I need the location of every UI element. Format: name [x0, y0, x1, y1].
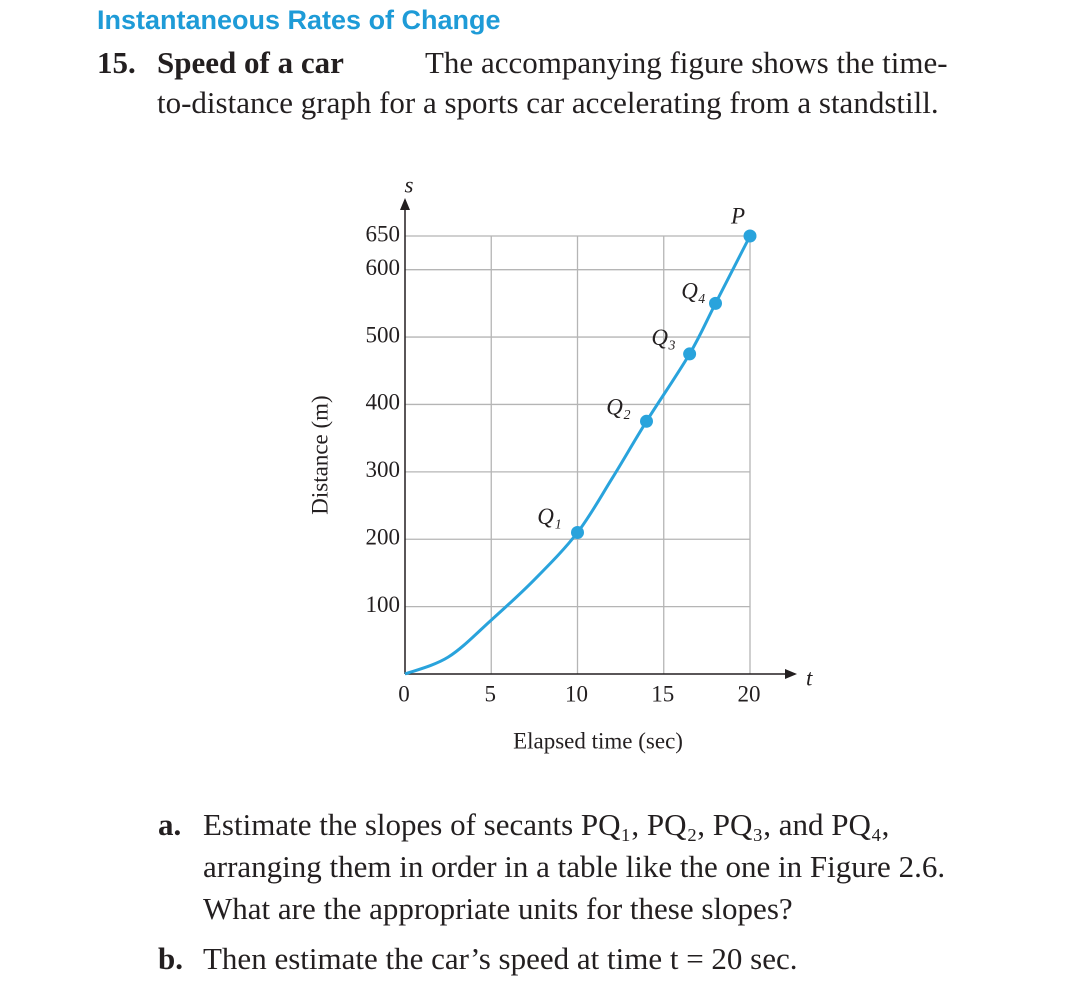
- point: [709, 296, 722, 310]
- point: [571, 525, 584, 539]
- x-tick-label: 20: [738, 681, 761, 706]
- point-label: Q₁: [537, 504, 562, 529]
- x-tick-label: 10: [565, 681, 588, 706]
- question-text: Then estimate the car’s speed at time t …: [203, 941, 798, 976]
- y-tick-label: 100: [366, 592, 401, 617]
- y-tick-label: 500: [366, 322, 401, 347]
- x-axis-arrow: [785, 669, 797, 679]
- question-text: arranging them in order in a table like …: [203, 849, 945, 884]
- y-axis-name: s: [405, 172, 414, 197]
- y-tick-label: 600: [366, 255, 401, 280]
- x-tick-label: 15: [651, 681, 674, 706]
- question-text: What are the appropriate units for these…: [203, 891, 793, 926]
- question-label: a.: [158, 807, 181, 842]
- section-title: Instantaneous Rates of Change: [97, 5, 501, 35]
- point-label: P: [730, 203, 745, 228]
- point: [743, 229, 757, 243]
- problem-title: Speed of a car: [157, 45, 344, 80]
- x-axis-label: Elapsed time (sec): [513, 728, 683, 753]
- point-label: Q₂: [606, 395, 631, 420]
- problem-text: to-distance graph for a sports car accel…: [157, 85, 939, 120]
- point: [683, 347, 697, 361]
- point-label: Q₄: [681, 279, 706, 304]
- y-tick-label: 650: [366, 221, 401, 246]
- y-tick-label: 200: [366, 525, 401, 550]
- question-label: b.: [158, 941, 183, 976]
- y-axis-label: Distance (m): [307, 395, 332, 514]
- curve: [404, 235, 752, 676]
- point-label: Q₃: [651, 325, 676, 350]
- y-tick-label: 400: [366, 390, 401, 415]
- question-text: Estimate the slopes of secants PQ₁, PQ₂,…: [203, 807, 889, 842]
- y-axis-arrow: [400, 198, 410, 210]
- point: [640, 414, 653, 428]
- problem-text: The accompanying figure shows the time-: [425, 45, 948, 80]
- x-tick-label: 5: [485, 681, 497, 706]
- y-tick-label: 300: [366, 457, 401, 482]
- x-tick-label: 0: [398, 681, 410, 706]
- problem-number: 15.: [97, 45, 136, 80]
- x-axis-name: t: [806, 665, 813, 690]
